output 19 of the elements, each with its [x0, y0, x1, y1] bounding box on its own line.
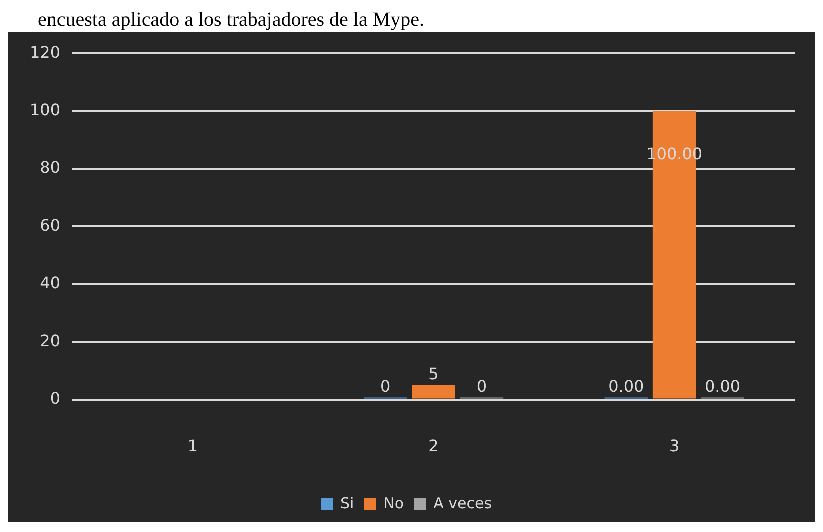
data-label: 0: [380, 376, 391, 396]
x-tick-label: 3: [669, 436, 680, 456]
legend-label: Si: [340, 494, 354, 512]
chart-title: encuesta aplicado a los trabajadores de la Mype.: [37, 8, 426, 32]
y-tick-label: 40: [40, 274, 61, 293]
data-label: 0.00: [704, 376, 741, 396]
y-tick-label: 0: [50, 388, 61, 408]
data-label: 0: [476, 376, 488, 396]
y-tick-label: 120: [30, 42, 61, 62]
y-tick-label: 60: [40, 216, 61, 235]
legend-label: A veces: [434, 494, 492, 512]
legend-label: No: [384, 494, 404, 512]
data-label: 0.00: [608, 376, 644, 396]
y-tick-label: 20: [40, 331, 61, 350]
x-tick-label: 2: [428, 436, 439, 456]
x-tick-label: 1: [188, 436, 198, 456]
data-label: 5: [428, 364, 439, 384]
y-tick-label: 80: [40, 158, 61, 178]
y-tick-label: 100: [30, 100, 61, 120]
